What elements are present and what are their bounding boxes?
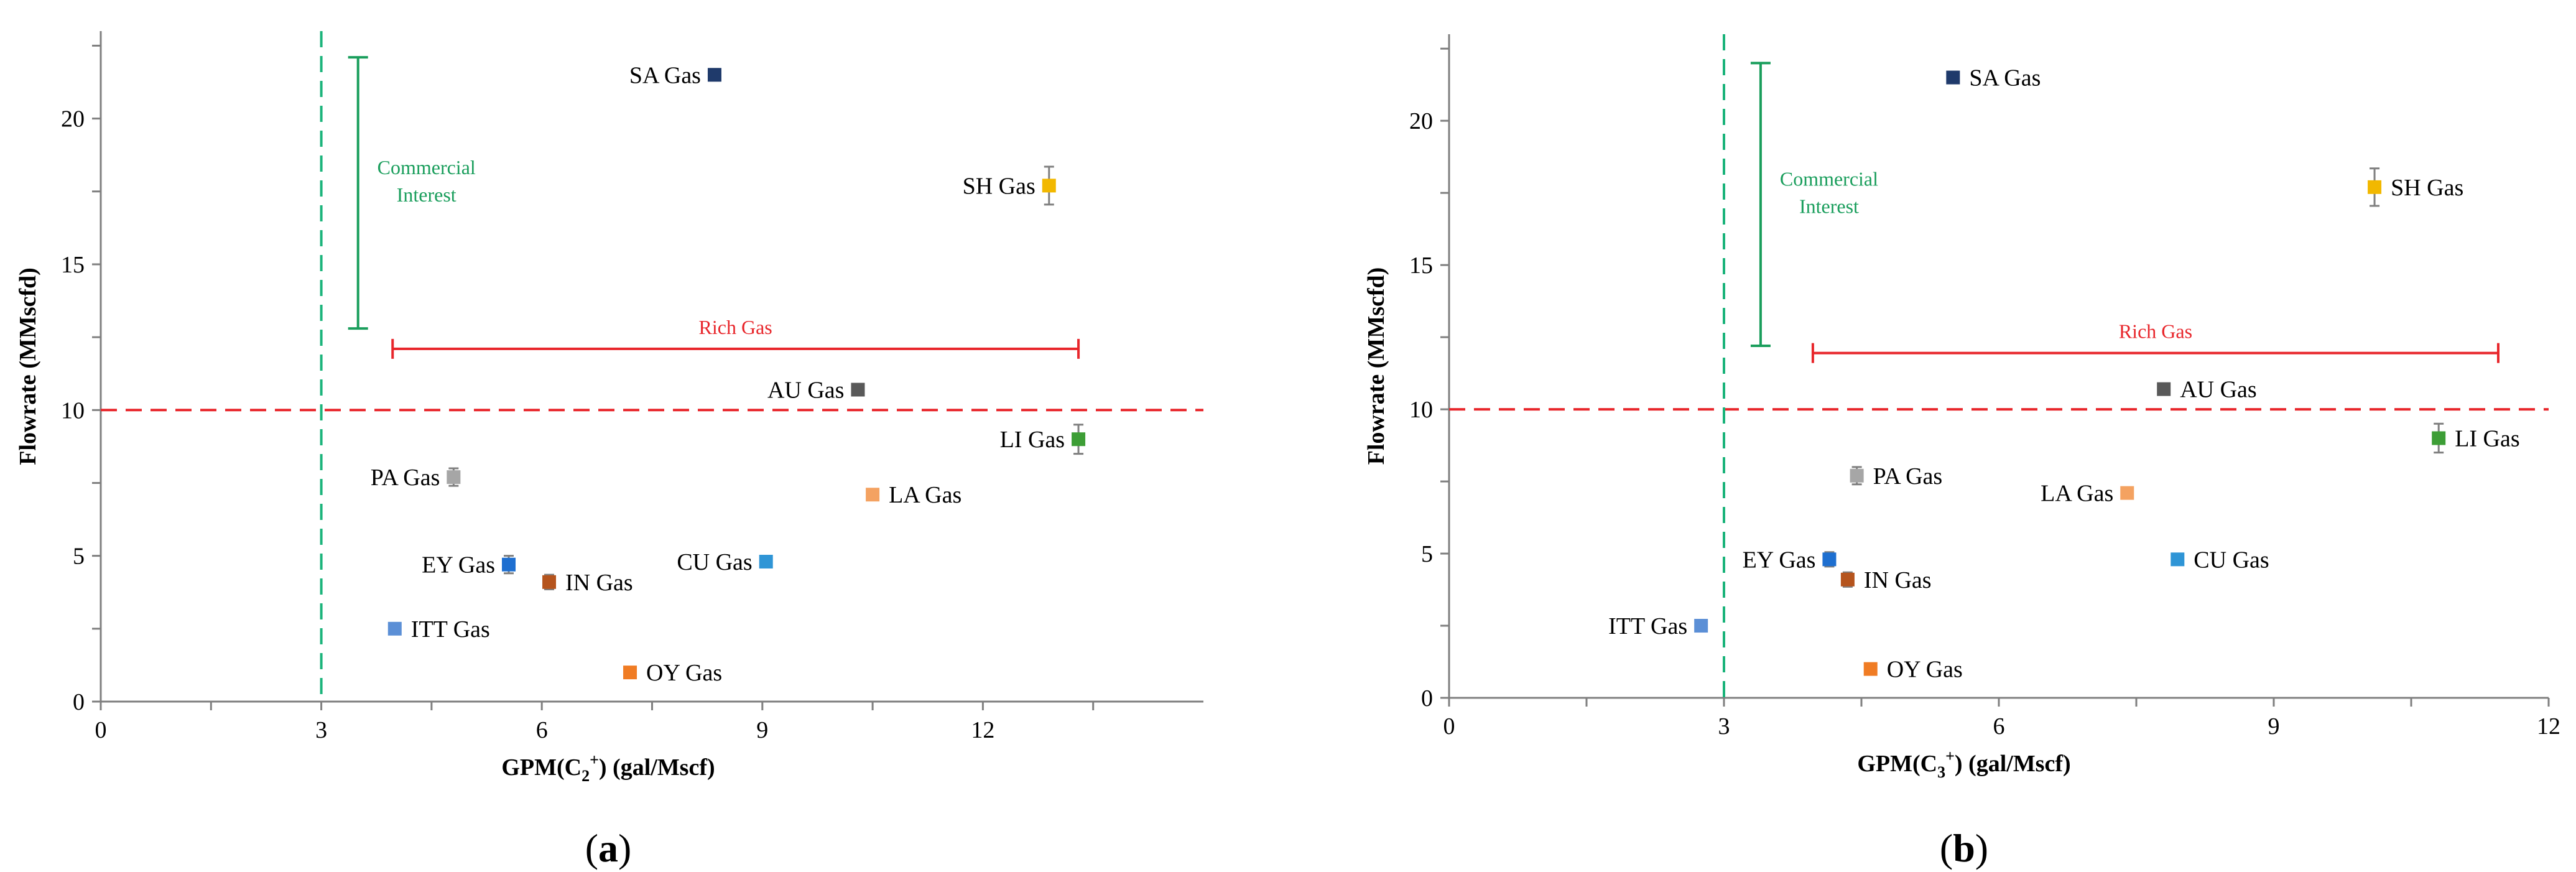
point-sa-gas xyxy=(1946,70,1960,85)
y-tick-label-20: 20 xyxy=(61,106,85,132)
x-tick-label-0: 0 xyxy=(1443,713,1455,740)
point-label-la-gas: LA Gas xyxy=(889,482,961,508)
x-tick-label-3: 3 xyxy=(1718,713,1730,740)
y-tick-label-15: 15 xyxy=(1409,253,1433,279)
point-label-oy-gas: OY Gas xyxy=(646,660,722,686)
point-pa-gas xyxy=(447,470,461,485)
panel-a: 0 5 10 15 20 0 3 6 9 12 Flowrate (MMscfd) GPM(C2+) … xyxy=(15,31,1203,870)
point-sh-gas xyxy=(2368,180,2382,194)
x-tick-label-0: 0 xyxy=(95,717,107,743)
point-label-pa-gas: PA Gas xyxy=(371,465,440,491)
point-label-cu-gas: CU Gas xyxy=(2194,547,2269,573)
y-tick-label-10: 10 xyxy=(61,397,85,424)
panel-label: (b) xyxy=(1940,826,1988,870)
point-li-gas xyxy=(1072,432,1086,447)
point-itt-gas xyxy=(387,621,402,636)
point-label-itt-gas: ITT Gas xyxy=(411,616,490,642)
point-cu-gas xyxy=(2171,552,2185,567)
commercial-interest-label-line1: Commercial xyxy=(1780,168,1878,190)
point-label-itt-gas: ITT Gas xyxy=(1608,613,1687,639)
y-tick-label-20: 20 xyxy=(1409,108,1433,134)
point-in-gas xyxy=(1840,572,1855,587)
y-axis-label: Flowrate (MMscfd) xyxy=(15,267,41,465)
y-tick-label-0: 0 xyxy=(73,689,85,715)
point-label-li-gas: LI Gas xyxy=(2455,425,2519,452)
point-label-li-gas: LI Gas xyxy=(1000,427,1065,453)
y-axis-label: Flowrate (MMscfd) xyxy=(1363,267,1389,465)
point-label-cu-gas: CU Gas xyxy=(677,549,752,575)
point-label-oy-gas: OY Gas xyxy=(1887,657,1963,683)
commercial-interest-label-line2: Interest xyxy=(397,183,456,206)
point-la-gas xyxy=(2120,486,2134,500)
point-label-in-gas: IN Gas xyxy=(1864,567,1932,593)
point-li-gas xyxy=(2432,431,2446,445)
commercial-interest-label-line1: Commercial xyxy=(378,156,476,179)
point-ey-gas xyxy=(1822,552,1837,567)
point-pa-gas xyxy=(1850,468,1864,483)
y-tick-label-10: 10 xyxy=(1409,397,1433,423)
y-tick-label-0: 0 xyxy=(1421,685,1433,712)
rich-gas-label: Rich Gas xyxy=(2119,320,2192,343)
point-label-ey-gas: EY Gas xyxy=(422,552,495,578)
point-sa-gas xyxy=(707,68,721,82)
point-label-sh-gas: SH Gas xyxy=(963,173,1035,199)
rich-gas-label: Rich Gas xyxy=(699,316,772,338)
point-label-ey-gas: EY Gas xyxy=(1743,547,1816,573)
point-label-la-gas: LA Gas xyxy=(2041,481,2113,507)
x-axis-label: GPM(C3+) (gal/Mscf) xyxy=(1857,747,2070,781)
point-label-au-gas: AU Gas xyxy=(2180,377,2256,403)
y-tick-label-5: 5 xyxy=(1421,541,1433,567)
point-sh-gas xyxy=(1042,179,1056,193)
x-tick-label-9: 9 xyxy=(756,717,768,743)
x-tick-label-6: 6 xyxy=(1993,713,2005,740)
point-cu-gas xyxy=(759,555,773,569)
x-tick-label-9: 9 xyxy=(2268,713,2280,740)
x-tick-label-3: 3 xyxy=(315,717,327,743)
panel-label: (a) xyxy=(585,826,632,870)
point-label-sh-gas: SH Gas xyxy=(2391,175,2463,201)
y-tick-label-15: 15 xyxy=(61,252,85,278)
point-label-in-gas: IN Gas xyxy=(565,570,633,596)
point-oy-gas xyxy=(1863,662,1878,676)
point-label-au-gas: AU Gas xyxy=(767,377,844,403)
x-tick-label-12: 12 xyxy=(971,717,994,743)
x-axis-label: GPM(C2+) (gal/Mscf) xyxy=(501,751,715,785)
point-la-gas xyxy=(866,488,880,502)
y-tick-label-5: 5 xyxy=(73,544,85,570)
panel-b: 0 5 10 15 20 0 3 6 9 12 Flowrate (MMscfd) GPM(C3+) … xyxy=(1363,34,2560,870)
point-ey-gas xyxy=(502,557,516,572)
x-tick-label-6: 6 xyxy=(536,717,548,743)
point-itt-gas xyxy=(1694,619,1708,633)
point-au-gas xyxy=(2157,382,2171,396)
point-label-sa-gas: SA Gas xyxy=(1969,65,2041,91)
point-au-gas xyxy=(851,383,865,397)
commercial-interest-label-line2: Interest xyxy=(1799,195,1859,218)
point-label-sa-gas: SA Gas xyxy=(629,62,701,88)
point-oy-gas xyxy=(623,666,637,680)
x-tick-label-12: 12 xyxy=(2537,713,2560,740)
point-in-gas xyxy=(542,575,557,589)
point-label-pa-gas: PA Gas xyxy=(1873,463,1943,489)
